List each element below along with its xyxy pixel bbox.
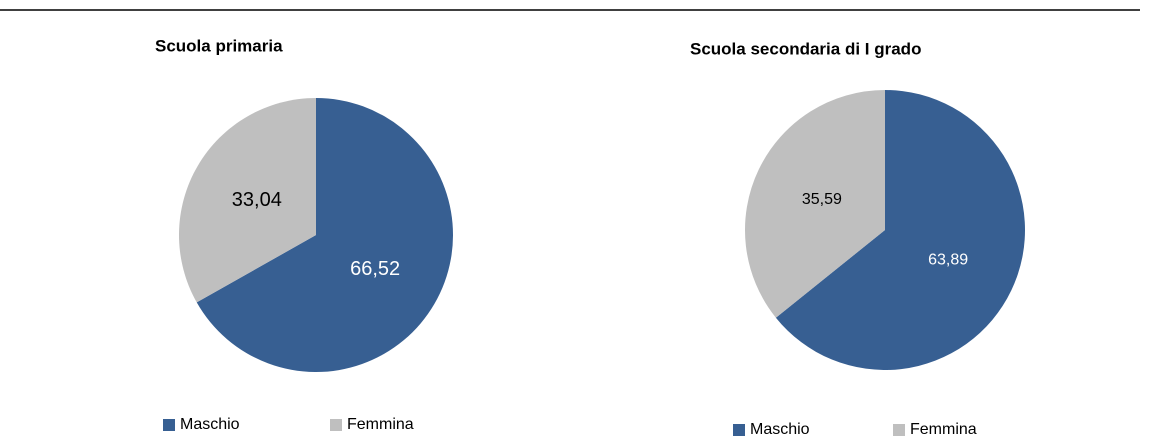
legend-swatch <box>733 424 745 436</box>
pie-slice <box>196 98 454 372</box>
legend-label: Femmina <box>347 416 414 433</box>
legend-label: Maschio <box>750 421 810 438</box>
legend-swatch <box>163 419 175 431</box>
data-label: 35,59 <box>802 191 842 208</box>
data-label: 66,52 <box>350 258 400 280</box>
legend-swatch <box>330 419 342 431</box>
chart-title: Scuola primaria <box>155 36 283 55</box>
pie-slice <box>745 89 885 318</box>
legend-swatch <box>893 424 905 436</box>
data-label: 63,89 <box>928 251 968 268</box>
legend-label: Femmina <box>910 421 977 438</box>
data-label: 33,04 <box>232 189 282 211</box>
legend-label: Maschio <box>180 416 240 433</box>
pie-slice <box>775 90 1025 370</box>
chart-title: Scuola secondaria di I grado <box>690 39 921 58</box>
pie-slice <box>178 98 316 303</box>
